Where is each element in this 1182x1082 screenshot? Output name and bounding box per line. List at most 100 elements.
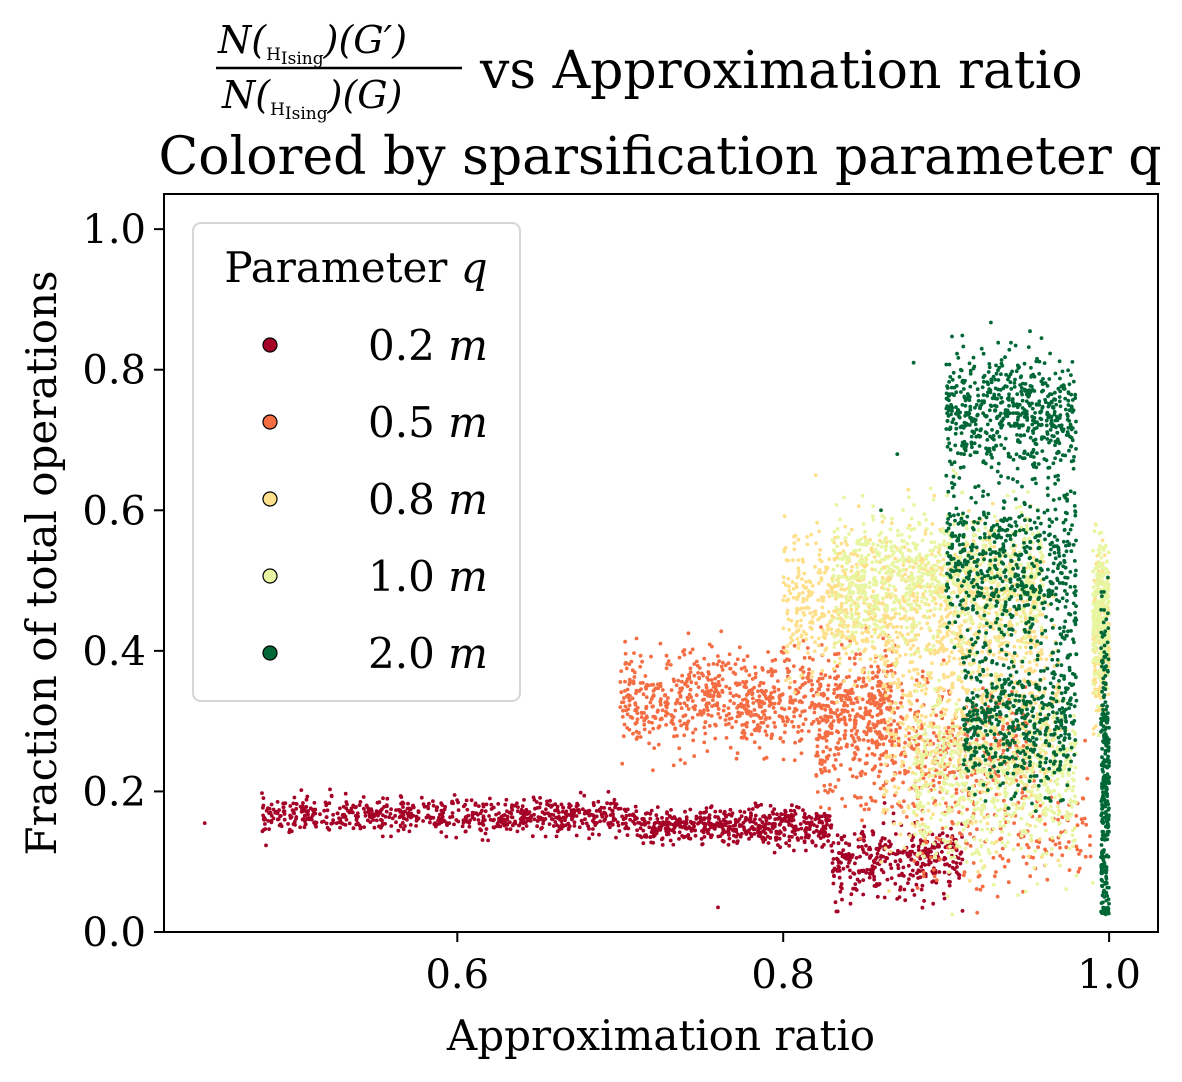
data-point: [891, 706, 896, 711]
data-point: [723, 663, 728, 668]
data-point: [540, 825, 544, 830]
data-point: [833, 682, 838, 687]
data-point: [885, 877, 890, 882]
data-point: [566, 821, 571, 826]
data-point: [850, 708, 855, 712]
data-point: [827, 557, 832, 562]
data-point: [927, 767, 932, 772]
data-point: [945, 862, 949, 867]
data-point: [929, 855, 933, 860]
data-point: [324, 815, 329, 819]
data-point: [688, 670, 693, 674]
data-point: [958, 852, 963, 856]
data-point: [394, 808, 398, 812]
data-point: [406, 801, 410, 806]
data-point: [826, 687, 830, 692]
data-point: [819, 643, 824, 647]
data-point: [823, 707, 828, 712]
data-point: [842, 717, 847, 722]
data-point: [687, 836, 691, 841]
data-point: [854, 732, 858, 736]
data-point: [950, 718, 955, 722]
data-point: [873, 653, 878, 658]
data-point: [888, 616, 893, 621]
data-point: [724, 722, 728, 727]
data-point: [393, 813, 397, 818]
data-point: [1006, 859, 1011, 863]
data-point: [440, 803, 445, 807]
data-point: [695, 663, 700, 668]
data-point: [868, 872, 872, 876]
data-point: [543, 811, 548, 816]
data-point: [726, 661, 731, 666]
data-point: [910, 844, 915, 849]
data-point: [737, 817, 742, 821]
data-point: [664, 699, 669, 704]
data-point: [810, 584, 815, 588]
scatter-points: [202, 320, 1111, 917]
data-point: [849, 701, 854, 706]
data-point: [363, 813, 368, 818]
data-point: [1056, 817, 1060, 822]
data-point: [835, 833, 840, 838]
data-point: [464, 814, 469, 819]
data-point: [742, 825, 746, 830]
data-point: [904, 815, 909, 819]
data-point: [965, 807, 969, 812]
data-point: [811, 615, 815, 619]
data-point: [829, 825, 833, 830]
data-point: [880, 694, 884, 698]
data-point: [847, 674, 851, 679]
data-point: [555, 804, 560, 809]
series-0-5-m: [618, 625, 1093, 915]
data-point: [696, 712, 700, 717]
data-point: [870, 670, 875, 675]
data-point: [838, 737, 842, 742]
data-point: [1002, 864, 1007, 869]
data-point: [399, 824, 403, 829]
data-point: [853, 861, 857, 866]
data-point: [800, 709, 805, 714]
data-point: [988, 641, 992, 645]
data-point: [793, 533, 798, 538]
data-point: [790, 558, 795, 562]
data-point: [283, 801, 288, 806]
data-point: [513, 803, 517, 808]
data-point: [717, 673, 722, 678]
data-point: [727, 686, 732, 691]
data-point: [463, 829, 468, 834]
data-point: [948, 690, 953, 695]
data-point: [301, 801, 305, 805]
data-point: [675, 734, 679, 738]
data-point: [452, 793, 457, 797]
data-point: [879, 702, 884, 707]
data-point: [806, 676, 810, 681]
data-point: [888, 844, 892, 849]
data-point: [882, 718, 886, 722]
data-point: [324, 803, 329, 808]
data-point: [657, 821, 662, 826]
data-point: [865, 867, 870, 872]
data-point: [1079, 817, 1084, 822]
data-point: [1015, 598, 1020, 603]
data-point: [692, 662, 697, 666]
data-point: [642, 722, 647, 727]
data-point: [823, 636, 827, 640]
data-point: [852, 794, 857, 799]
data-point: [348, 810, 353, 815]
data-point: [779, 812, 784, 817]
data-point: [344, 817, 349, 822]
data-point: [876, 882, 881, 887]
data-point: [749, 832, 753, 836]
data-point: [377, 811, 381, 816]
data-point: [985, 821, 990, 826]
data-point: [868, 709, 873, 713]
data-point: [731, 694, 736, 698]
data-point: [747, 673, 752, 677]
data-point: [380, 834, 385, 839]
data-point: [895, 635, 900, 640]
data-point: [735, 657, 740, 662]
data-point: [266, 806, 270, 810]
data-point: [915, 886, 920, 890]
data-point: [653, 715, 657, 719]
